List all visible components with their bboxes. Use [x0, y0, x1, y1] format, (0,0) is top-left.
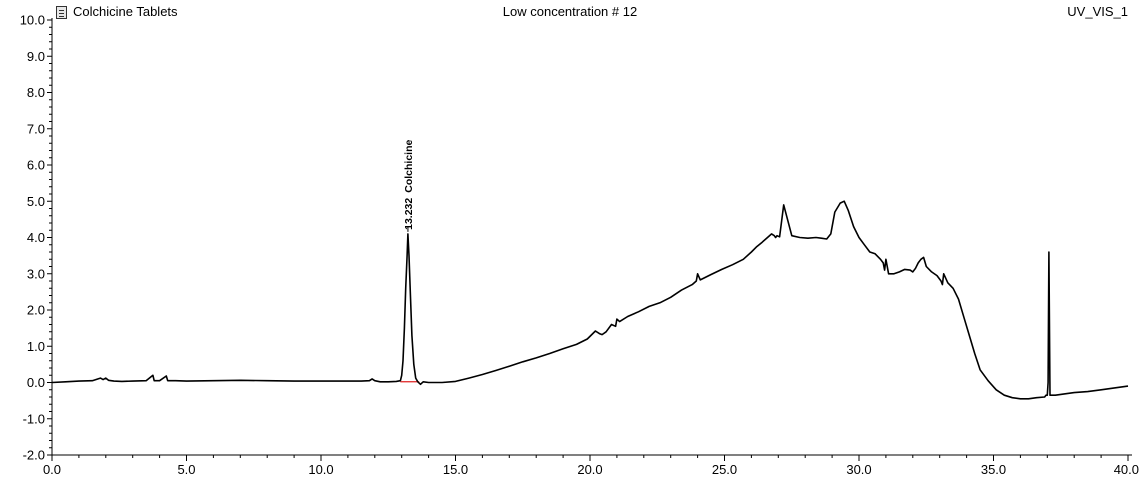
y-tick-label: 2.0 — [27, 303, 45, 318]
y-tick-label: 0.0 — [27, 375, 45, 390]
y-tick-label: 1.0 — [27, 339, 45, 354]
x-tick-label: 10.0 — [308, 462, 333, 477]
y-tick-label: 9.0 — [27, 49, 45, 64]
x-tick-label: 25.0 — [712, 462, 737, 477]
x-tick-label: 35.0 — [981, 462, 1006, 477]
x-tick-label: 40.0 — [1114, 462, 1139, 477]
y-tick-label: 10.0 — [20, 13, 45, 28]
x-tick-label: 5.0 — [177, 462, 195, 477]
y-tick-label: 3.0 — [27, 266, 45, 281]
x-tick-label: 15.0 — [443, 462, 468, 477]
peak-name: Colchicine — [403, 139, 415, 192]
peak-label: 13.232 Colchicine — [403, 139, 415, 229]
y-tick-label: 4.0 — [27, 230, 45, 245]
x-tick-label: 30.0 — [846, 462, 871, 477]
y-tick-label: -2.0 — [23, 448, 45, 463]
y-tick-label: 7.0 — [27, 121, 45, 136]
x-tick-label: 0.0 — [43, 462, 61, 477]
chromatogram-trace — [51, 200, 1129, 400]
sample-name: Colchicine Tablets — [73, 4, 178, 19]
y-tick-label: 6.0 — [27, 158, 45, 173]
y-tick-label: 8.0 — [27, 85, 45, 100]
x-tick-label: 20.0 — [577, 462, 602, 477]
channel-name: UV_VIS_1 — [1067, 4, 1128, 19]
document-icon — [56, 5, 67, 19]
y-tick-label: -1.0 — [23, 411, 45, 426]
chart-left-title: Colchicine Tablets — [56, 4, 178, 20]
peak-retention-time: 13.232 — [403, 198, 415, 230]
y-tick-label: 5.0 — [27, 194, 45, 209]
chart-title: Low concentration # 12 — [502, 4, 638, 19]
